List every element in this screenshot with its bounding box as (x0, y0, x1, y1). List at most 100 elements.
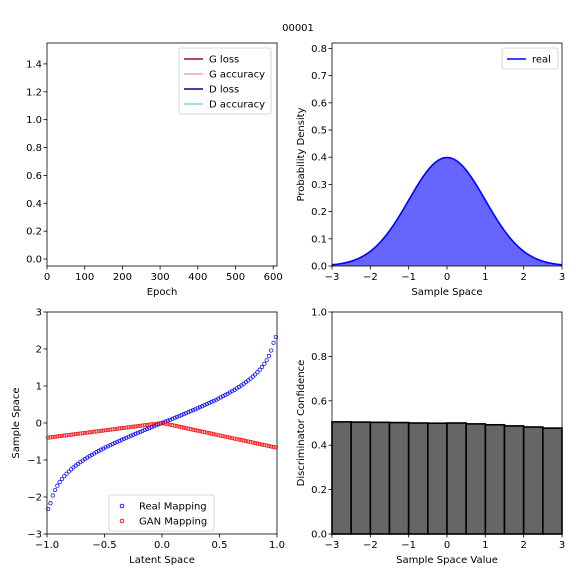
y-tick-label: 2 (36, 345, 42, 356)
gan-mapping-point (234, 437, 239, 442)
gan-mapping-point (92, 429, 97, 434)
y-tick-label: 0.3 (311, 180, 327, 191)
x-axis-label: Sample Space Value (396, 555, 498, 566)
y-tick-label: 0.4 (311, 153, 327, 164)
gan-mapping-point (147, 422, 152, 427)
gan-mapping-point (133, 424, 138, 429)
gan-mapping-point (181, 425, 186, 430)
real-mapping-point (140, 428, 145, 433)
gan-mapping-point (66, 432, 71, 438)
gan-mapping-point (62, 433, 67, 438)
real-mapping-point (66, 469, 71, 474)
y-tick-label: −2 (27, 493, 42, 504)
y-tick-label: 0.0 (26, 255, 42, 266)
real-mapping-point (188, 409, 193, 414)
real-mapping-point (119, 437, 124, 442)
x-tick-label: −1 (401, 540, 416, 551)
y-tick-label: 0.1 (311, 234, 327, 245)
gan-mapping-point (163, 421, 168, 426)
gan-mapping-point (64, 433, 69, 438)
gan-mapping-point (257, 442, 262, 447)
y-tick-label: 0.0 (311, 262, 327, 273)
legend-entry: real (532, 55, 551, 66)
real-mapping-point (202, 403, 207, 408)
axes-frame (46, 42, 278, 267)
x-tick-label: 3 (559, 540, 565, 551)
x-tick-label: 300 (151, 272, 170, 283)
gan-mapping-point (174, 424, 180, 429)
x-tick-label: 400 (188, 272, 207, 283)
y-tick-label: 1.2 (26, 87, 42, 98)
real-mapping-point (64, 471, 69, 476)
x-tick-label: 1 (482, 540, 488, 551)
x-axis-label: Sample Space (411, 287, 482, 298)
x-axis-label: Latent Space (129, 555, 195, 566)
confidence-bar (427, 422, 448, 535)
gan-mapping-point (191, 427, 196, 432)
gan-mapping-point (255, 441, 260, 446)
confidence-bar (484, 423, 506, 535)
gan-mapping-point (227, 435, 232, 440)
gan-mapping-point (117, 426, 122, 431)
gan-mapping-point (124, 425, 129, 430)
gan-mapping-point (246, 439, 251, 444)
gan-mapping-point (197, 429, 203, 434)
real-mapping-point (174, 414, 180, 419)
gan-mapping-point (170, 423, 175, 428)
gan-mapping-point (168, 422, 173, 427)
y-axis-label: Sample Space (11, 387, 22, 458)
real-mapping-point (46, 506, 51, 512)
legend-entry: G loss (209, 55, 239, 66)
gan-mapping-point (57, 434, 62, 439)
real-mapping-point (142, 427, 147, 433)
real-mapping-point (266, 353, 272, 359)
gan-mapping-point (264, 443, 269, 448)
real-mapping-point (131, 432, 136, 437)
y-tick-label: 0.0 (311, 530, 327, 541)
gan-mapping-point (80, 431, 85, 436)
x-tick-label: −1.0 (35, 540, 59, 551)
y-tick-label: 0.6 (311, 396, 327, 407)
y-axis-label: Discriminator Confidence (296, 360, 307, 487)
real-mapping-point (71, 465, 76, 470)
gan-mapping-point (87, 430, 92, 435)
gan-mapping-point (112, 427, 117, 432)
gan-mapping-point (214, 432, 219, 437)
real-mapping-point (271, 340, 276, 345)
gan-mapping-point (204, 430, 209, 435)
gan-mapping-point (188, 427, 193, 432)
real-mapping-point (126, 434, 131, 439)
x-tick-label: 1.0 (269, 540, 285, 551)
real-mapping-point (101, 446, 106, 451)
real-mapping-point (246, 378, 251, 383)
gan-mapping-point (237, 437, 242, 442)
gan-mapping-point (158, 421, 163, 426)
real-mapping-point (186, 410, 191, 415)
gan-mapping-point (119, 426, 124, 431)
x-tick-label: −0.5 (92, 540, 116, 551)
gan-mapping-point (232, 436, 237, 441)
x-tick-label: −2 (363, 540, 378, 551)
real-mapping-point (96, 448, 101, 454)
gan-mapping-point (253, 441, 258, 446)
gan-mapping-point (76, 431, 81, 436)
gan-mapping-point (220, 434, 226, 439)
real-mapping-point (195, 406, 200, 411)
real-mapping-point (50, 493, 55, 498)
gan-mapping-point (177, 424, 182, 429)
real-mapping-point (145, 427, 150, 432)
real-mapping-point (170, 416, 175, 421)
confidence-bar (446, 422, 467, 535)
confidence-bar (522, 426, 544, 535)
density-area (332, 157, 562, 266)
confidence-bar (407, 422, 429, 535)
confidence-bar (331, 421, 352, 535)
gan-mapping-point (211, 432, 216, 437)
x-tick-label: −3 (325, 540, 340, 551)
x-axis-label: Epoch (147, 287, 178, 298)
real-mapping-point (253, 372, 258, 377)
real-mapping-point (69, 467, 74, 472)
real-mapping-point (259, 364, 265, 370)
x-tick-label: 200 (113, 272, 132, 283)
